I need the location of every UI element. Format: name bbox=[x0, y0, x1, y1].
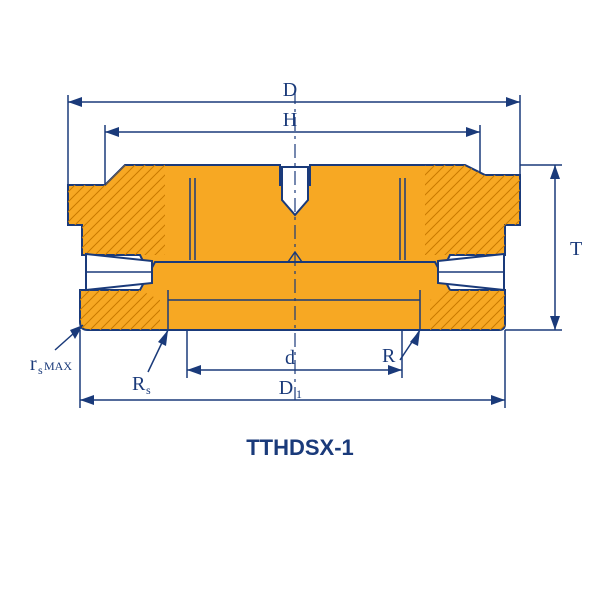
bearing-cross-section-figure: D H T d D 1 R bbox=[0, 0, 600, 600]
figure-title: TTHDSX-1 bbox=[246, 435, 354, 460]
label-T: T bbox=[570, 238, 582, 260]
leader-Rs: R s bbox=[132, 330, 168, 397]
label-D1-sub: 1 bbox=[296, 387, 302, 401]
leader-R: R bbox=[382, 330, 420, 367]
label-D1: D bbox=[279, 377, 293, 399]
label-rsmax: r bbox=[30, 353, 37, 375]
label-H: H bbox=[283, 109, 297, 131]
label-d: d bbox=[285, 347, 295, 369]
roller-right bbox=[438, 254, 504, 290]
label-D: D bbox=[283, 79, 297, 101]
label-R: R bbox=[382, 345, 396, 367]
dim-D1: D 1 bbox=[80, 330, 505, 408]
label-rsmax-suffix: MAX bbox=[44, 359, 72, 373]
label-Rs-sub: s bbox=[146, 383, 151, 397]
leader-rsmax: r s MAX bbox=[30, 325, 83, 377]
label-Rs: R bbox=[132, 373, 146, 395]
label-rsmax-sub: s bbox=[38, 363, 43, 377]
roller-left bbox=[86, 254, 152, 290]
